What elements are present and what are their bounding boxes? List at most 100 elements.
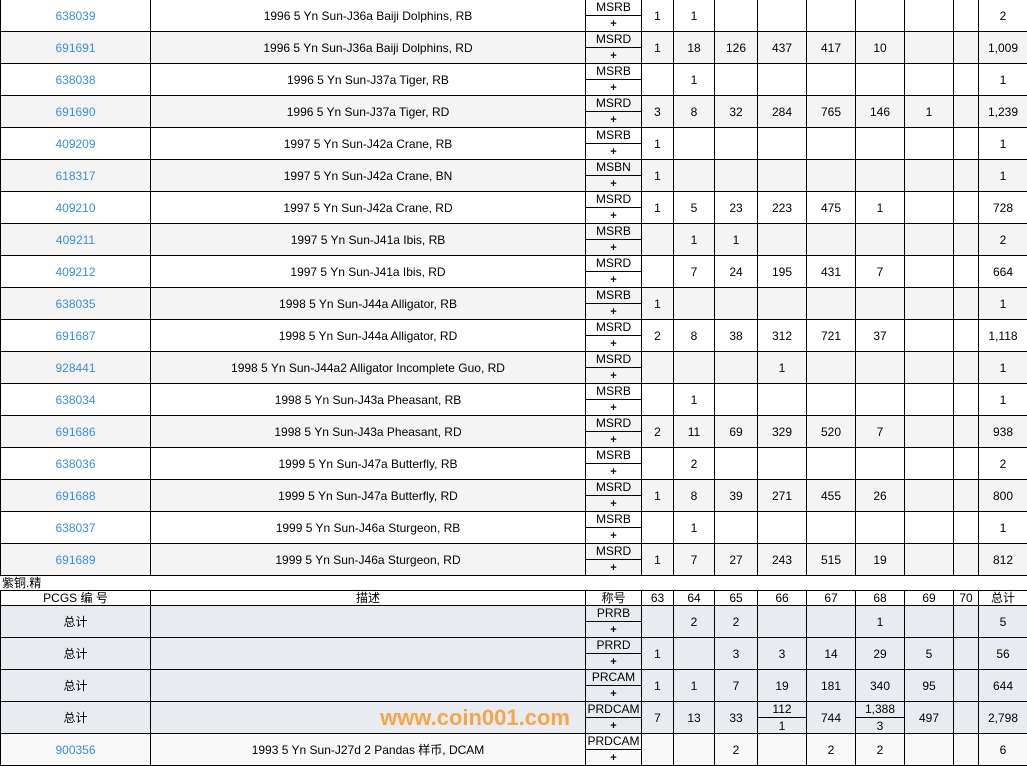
pcgs-number-link[interactable]: 638038 (0, 63, 151, 96)
description-cell: 1997 5 Yn Sun-J42a Crane, RB (150, 127, 586, 160)
pcgs-number-link[interactable]: 618317 (0, 159, 151, 192)
grade-63-count-cell (641, 223, 674, 256)
pcgs-number-link[interactable]: 691687 (0, 319, 151, 352)
grade-65-count-cell: 24 (714, 255, 758, 288)
grade-69-count-cell (904, 191, 954, 224)
grade-70-count-cell (953, 447, 979, 480)
grade-64-count-cell: 13 (673, 701, 715, 734)
grade-68-count-cell: 146 (855, 95, 905, 128)
grade-63-count-cell: 1 (641, 159, 674, 192)
grade-65-count-cell: 2 (714, 605, 758, 638)
description-cell: 1996 5 Yn Sun-J37a Tiger, RD (150, 95, 586, 128)
table-row: 409210 1997 5 Yn Sun-J42a Crane, RD MSRD +1… (0, 191, 1027, 224)
column-header-7: 67 (806, 590, 856, 606)
grade-63-count-cell (641, 255, 674, 288)
total-count-cell: 938 (978, 415, 1027, 448)
table-row: 618317 1997 5 Yn Sun-J42a Crane, BN MSBN +1… (0, 159, 1027, 192)
pcgs-number-link[interactable]: 409212 (0, 255, 151, 288)
total-count-cell: 1 (978, 351, 1027, 384)
grade-67-count-cell: 14 (806, 637, 856, 670)
total-count-cell: 664 (978, 255, 1027, 288)
pcgs-number-link[interactable]: 691688 (0, 479, 151, 512)
grade-64-count-cell: 7 (673, 543, 715, 576)
total-count-cell: 56 (978, 637, 1027, 670)
designation-label: MSRB (586, 448, 641, 464)
pcgs-number-link[interactable]: 691686 (0, 415, 151, 448)
pcgs-number-link[interactable]: 691690 (0, 95, 151, 128)
grade-70-count-cell (953, 543, 979, 576)
description-cell (150, 637, 586, 670)
pcgs-number-link[interactable]: 638035 (0, 287, 151, 320)
pcgs-number-link[interactable]: 638037 (0, 511, 151, 544)
total-count-cell: 1 (978, 127, 1027, 160)
grade-66-count-cell (757, 447, 807, 480)
grade-64-count-cell: 11 (673, 415, 715, 448)
designation-label: MSRB (586, 128, 641, 144)
grade-64-count-cell: 18 (673, 31, 715, 64)
grade-count: 112 (758, 702, 806, 718)
pcgs-number-link[interactable]: 638034 (0, 383, 151, 416)
grade-66-count-cell (757, 0, 807, 32)
grade-69-count-cell (904, 511, 954, 544)
table-row: 638037 1999 5 Yn Sun-J46a Sturgeon, RB MSR… (0, 511, 1027, 544)
description-cell: 1999 5 Yn Sun-J47a Butterfly, RD (150, 479, 586, 512)
table-row: 691686 1998 5 Yn Sun-J43a Pheasant, RD MSR… (0, 415, 1027, 448)
total-count-cell: 2,798 (978, 701, 1027, 734)
pcgs-number-link[interactable]: 409211 (0, 223, 151, 256)
plus-grade-label: + (610, 50, 617, 62)
grade-63-count-cell: 2 (641, 319, 674, 352)
designation-label: MSBN (586, 160, 641, 176)
plus-grade-label: + (610, 752, 617, 764)
table-row: 691691 1996 5 Yn Sun-J36a Baiji Dolphins,… (0, 31, 1027, 64)
grade-63-count-cell (641, 447, 674, 480)
designation-cell: MSRD + (585, 479, 642, 512)
population-table-mint-state: 638039 1996 5 Yn Sun-J36a Baiji Dolphins,… (0, 0, 1027, 576)
grade-67-count-cell (806, 447, 856, 480)
pcgs-number-link[interactable]: 928441 (0, 351, 151, 384)
grade-70-count-cell (953, 669, 979, 702)
grade-66-count-cell: 19 (757, 669, 807, 702)
pcgs-number-link[interactable]: 691689 (0, 543, 151, 576)
pcgs-number-link[interactable]: 409210 (0, 191, 151, 224)
description-cell: 1996 5 Yn Sun-J37a Tiger, RB (150, 63, 586, 96)
total-count-cell: 800 (978, 479, 1027, 512)
grade-66-count-cell (757, 511, 807, 544)
grade-70-count-cell (953, 223, 979, 256)
pcgs-number-link[interactable]: 638039 (0, 0, 151, 32)
designation-label: MSRD (586, 352, 641, 368)
table-row: 691687 1998 5 Yn Sun-J44a Alligator, RD MS… (0, 319, 1027, 352)
column-header-6: 66 (757, 590, 807, 606)
column-header-11: 总计 (978, 590, 1027, 606)
grade-68-count-cell (855, 0, 905, 32)
pcgs-number-link[interactable]: 638036 (0, 447, 151, 480)
grade-66-count-cell (757, 63, 807, 96)
grade-68-count-cell: 19 (855, 543, 905, 576)
designation-cell: MSRD + (585, 255, 642, 288)
grade-66-count-cell (757, 223, 807, 256)
grade-65-count-cell (714, 383, 758, 416)
grade-65-count-cell (714, 63, 758, 96)
description-cell (150, 669, 586, 702)
pcgs-number-link[interactable]: 691691 (0, 31, 151, 64)
pcgs-number-link[interactable]: 900356 (0, 733, 151, 766)
grade-66-count-cell: 312 (757, 319, 807, 352)
grade-67-count-cell (806, 383, 856, 416)
grade-63-count-cell (641, 351, 674, 384)
designation-cell: MSRB + (585, 383, 642, 416)
total-count-cell: 6 (978, 733, 1027, 766)
pcgs-number-link[interactable]: 409209 (0, 127, 151, 160)
grade-69-count-cell (904, 159, 954, 192)
grade-64-count-cell: 1 (673, 63, 715, 96)
grade-70-count-cell (953, 415, 979, 448)
column-header-0: PCGS 编 号 (0, 590, 151, 606)
grade-63-count-cell (641, 511, 674, 544)
grade-69-count-cell (904, 319, 954, 352)
grade-65-count-cell: 69 (714, 415, 758, 448)
grade-70-count-cell (953, 383, 979, 416)
grade-69-count-cell (904, 383, 954, 416)
total-count-cell: 1,239 (978, 95, 1027, 128)
grade-65-count-cell: 39 (714, 479, 758, 512)
plus-grade-label: + (610, 306, 617, 318)
designation-label: PRDCAM (586, 702, 641, 718)
table-row: 638038 1996 5 Yn Sun-J37a Tiger, RB MSRB +1… (0, 63, 1027, 96)
